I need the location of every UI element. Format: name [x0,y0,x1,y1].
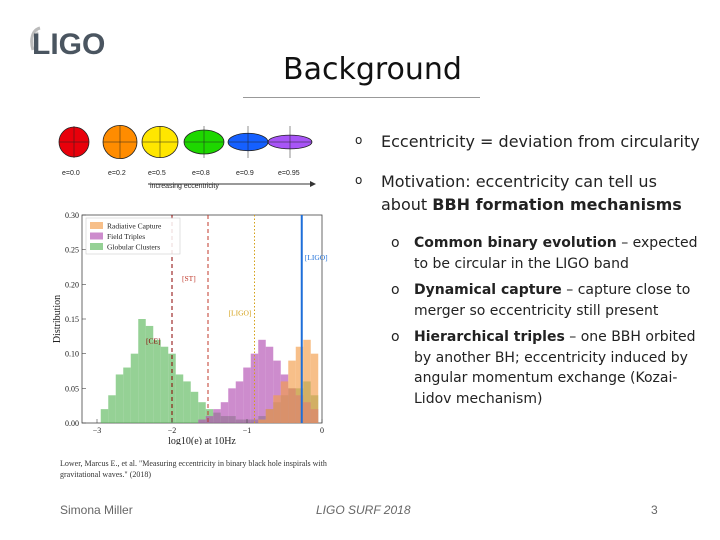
histogram-bar [205,409,214,423]
bullet-marker-icon: o [355,133,363,147]
y-tick-label: 0.20 [65,280,79,289]
bullet-text: Motivation: eccentricity can tell us abo… [381,172,657,214]
arrow-label: increasing eccentricity [150,183,219,190]
y-axis-label: Distribution [52,295,63,343]
histogram-bar [273,360,281,423]
eccentricity-label: e=0.8 [192,170,210,177]
histogram-bar [108,395,116,423]
legend-swatch [90,222,103,229]
sub-bullet-text: – one BBH orbited by another BH; eccentr… [414,329,696,407]
annotation-label: [CE] [146,336,161,345]
bullet-item: o Eccentricity = deviation from circular… [355,130,705,153]
histogram-bar [190,391,199,423]
y-tick-label: 0.00 [65,419,79,428]
histogram-bar [250,353,259,423]
bullet-text: Eccentricity = deviation from circularit… [381,132,700,151]
page-number: 3 [651,503,658,517]
histogram-bar [130,353,139,423]
histogram-bar [145,325,154,423]
sub-bullet-marker-icon: o [391,282,400,298]
bullet-marker-icon: o [355,173,363,187]
histogram-bar [168,353,176,423]
citation-caption: Lower, Marcus E., et al. "Measuring ecce… [60,459,327,479]
legend-swatch [90,232,103,240]
title-underline [243,97,480,98]
x-tick-label: 0 [320,426,324,435]
legend-swatch [90,243,103,250]
eccentricity-label: e=0.5 [148,170,166,177]
histogram-bar [160,346,169,423]
histogram-bar [123,367,131,423]
legend-label: Radiative Capture [107,222,162,231]
histogram-bar [265,409,274,423]
sub-bullet-marker-icon: o [391,235,400,251]
sub-bullet-marker-icon: o [391,329,400,345]
footer-author: Simona Miller [60,503,133,517]
eccentricity-label: e=0.2 [108,170,126,177]
eccentricity-label: e=0.0 [62,170,80,177]
eccentricity-figure: e=0.0 e=0.2 e=0.5 e=0.8 e=0.9 e=0.95 increasi… [58,120,328,197]
histogram-bar [265,346,274,423]
histogram-bar [175,374,184,423]
histogram-bar [138,319,146,423]
histogram-bar [243,367,251,423]
sub-bullet-bold-text: Common binary evolution [414,235,617,251]
bullet-bold-text: BBH formation mechanisms [432,195,682,214]
sub-bullet-text: – expected to be circular in the LIGO ba… [414,235,698,272]
histogram-bar [198,402,206,423]
histogram-bar [273,395,281,423]
x-tick-label: −3 [93,426,102,435]
y-tick-label: 0.25 [65,246,79,255]
histogram-bar [213,409,221,423]
eccentricity-label: e=0.9 [236,170,254,177]
sub-bullet-bold-text: Dynamical capture [414,282,562,298]
histogram-bar [235,381,244,423]
histogram-bar [295,346,304,423]
annotation-label: [ST] [182,274,196,283]
y-tick-label: 0.15 [65,315,79,324]
sub-bullet-text: – capture close to merger so eccentricit… [414,282,691,319]
histogram-bar [228,388,236,423]
y-tick-label: 0.05 [65,384,79,393]
slide-title: Background [283,52,462,87]
histogram-bar [303,339,311,423]
histogram-bar [280,381,289,423]
histogram-bar [310,353,319,423]
sub-bullet-item: o Common binary evolution – expected to … [391,233,705,274]
histogram-bar [198,419,206,423]
y-tick-label: 0.10 [65,350,79,359]
sub-bullet-item: o Hierarchical triples – one BBH orbited… [391,327,705,409]
y-tick-label: 0.30 [65,211,79,220]
histogram-bar [258,339,266,423]
sub-bullet-bold-text: Hierarchical triples [414,329,565,345]
bullet-item: o Motivation: eccentricity can tell us a… [355,170,705,216]
histogram-bar [288,360,296,423]
histogram-bar [100,409,109,423]
histogram-bar [205,416,214,423]
x-tick-label: −2 [168,426,177,435]
x-tick-label: −1 [243,426,252,435]
legend-label: Field Triples [107,232,145,241]
eccentricity-label: e=0.95 [278,170,300,177]
x-axis-label: log10(e) at 10Hz [168,436,236,445]
legend-label: Globular Clusters [107,243,160,252]
histogram-bar [258,419,266,423]
eccentricity-histogram: [ST] [CE] [LIGO] [LIGO] 0.00 0.05 0.10 0.15 0.20… [50,205,330,450]
histogram-bar [153,339,161,423]
logo-text: LIGO [32,28,105,58]
annotation-label: [LIGO] [229,309,252,318]
sub-bullet-item: o Dynamical capture – capture close to m… [391,280,705,321]
histogram-bar [183,381,191,423]
footer-event: LIGO SURF 2018 [316,503,411,517]
bullet-list: o Eccentricity = deviation from circular… [355,130,705,415]
histogram-bar [115,374,124,423]
annotation-label: [LIGO] [305,253,328,262]
histogram-bar [220,402,229,423]
ligo-logo: LIGO [30,24,110,63]
